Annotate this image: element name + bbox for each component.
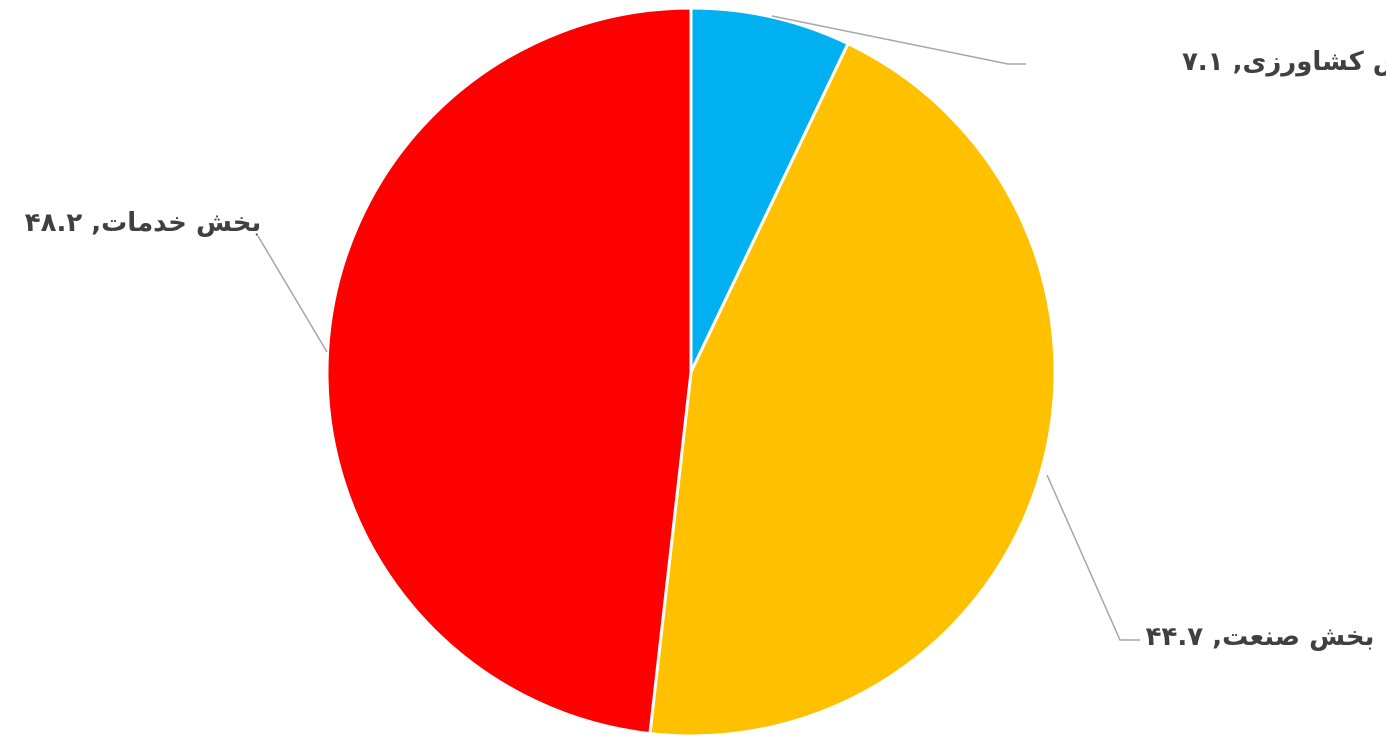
pie-slice-services (325, 6, 693, 736)
leader-line-industry (1046, 474, 1140, 641)
data-label-services: بخش خدمات, ۴۸.۲ (25, 208, 261, 238)
data-label-industry: بخش صنعت, ۴۴.۷ (1146, 622, 1375, 652)
leader-line-agriculture (771, 15, 1026, 65)
data-labels: بخش کشاورزی, ۷.۱ بخش صنعت, ۴۴.۷ بخش خدما… (25, 47, 1386, 652)
pie-slices (325, 6, 1057, 737)
pie-slice-agriculture (689, 6, 850, 374)
data-label-agriculture: بخش کشاورزی, ۷.۱ (1182, 47, 1386, 77)
pie-slice-industry (648, 42, 1057, 737)
leader-lines (257, 15, 1140, 641)
leader-line-services (257, 235, 328, 353)
